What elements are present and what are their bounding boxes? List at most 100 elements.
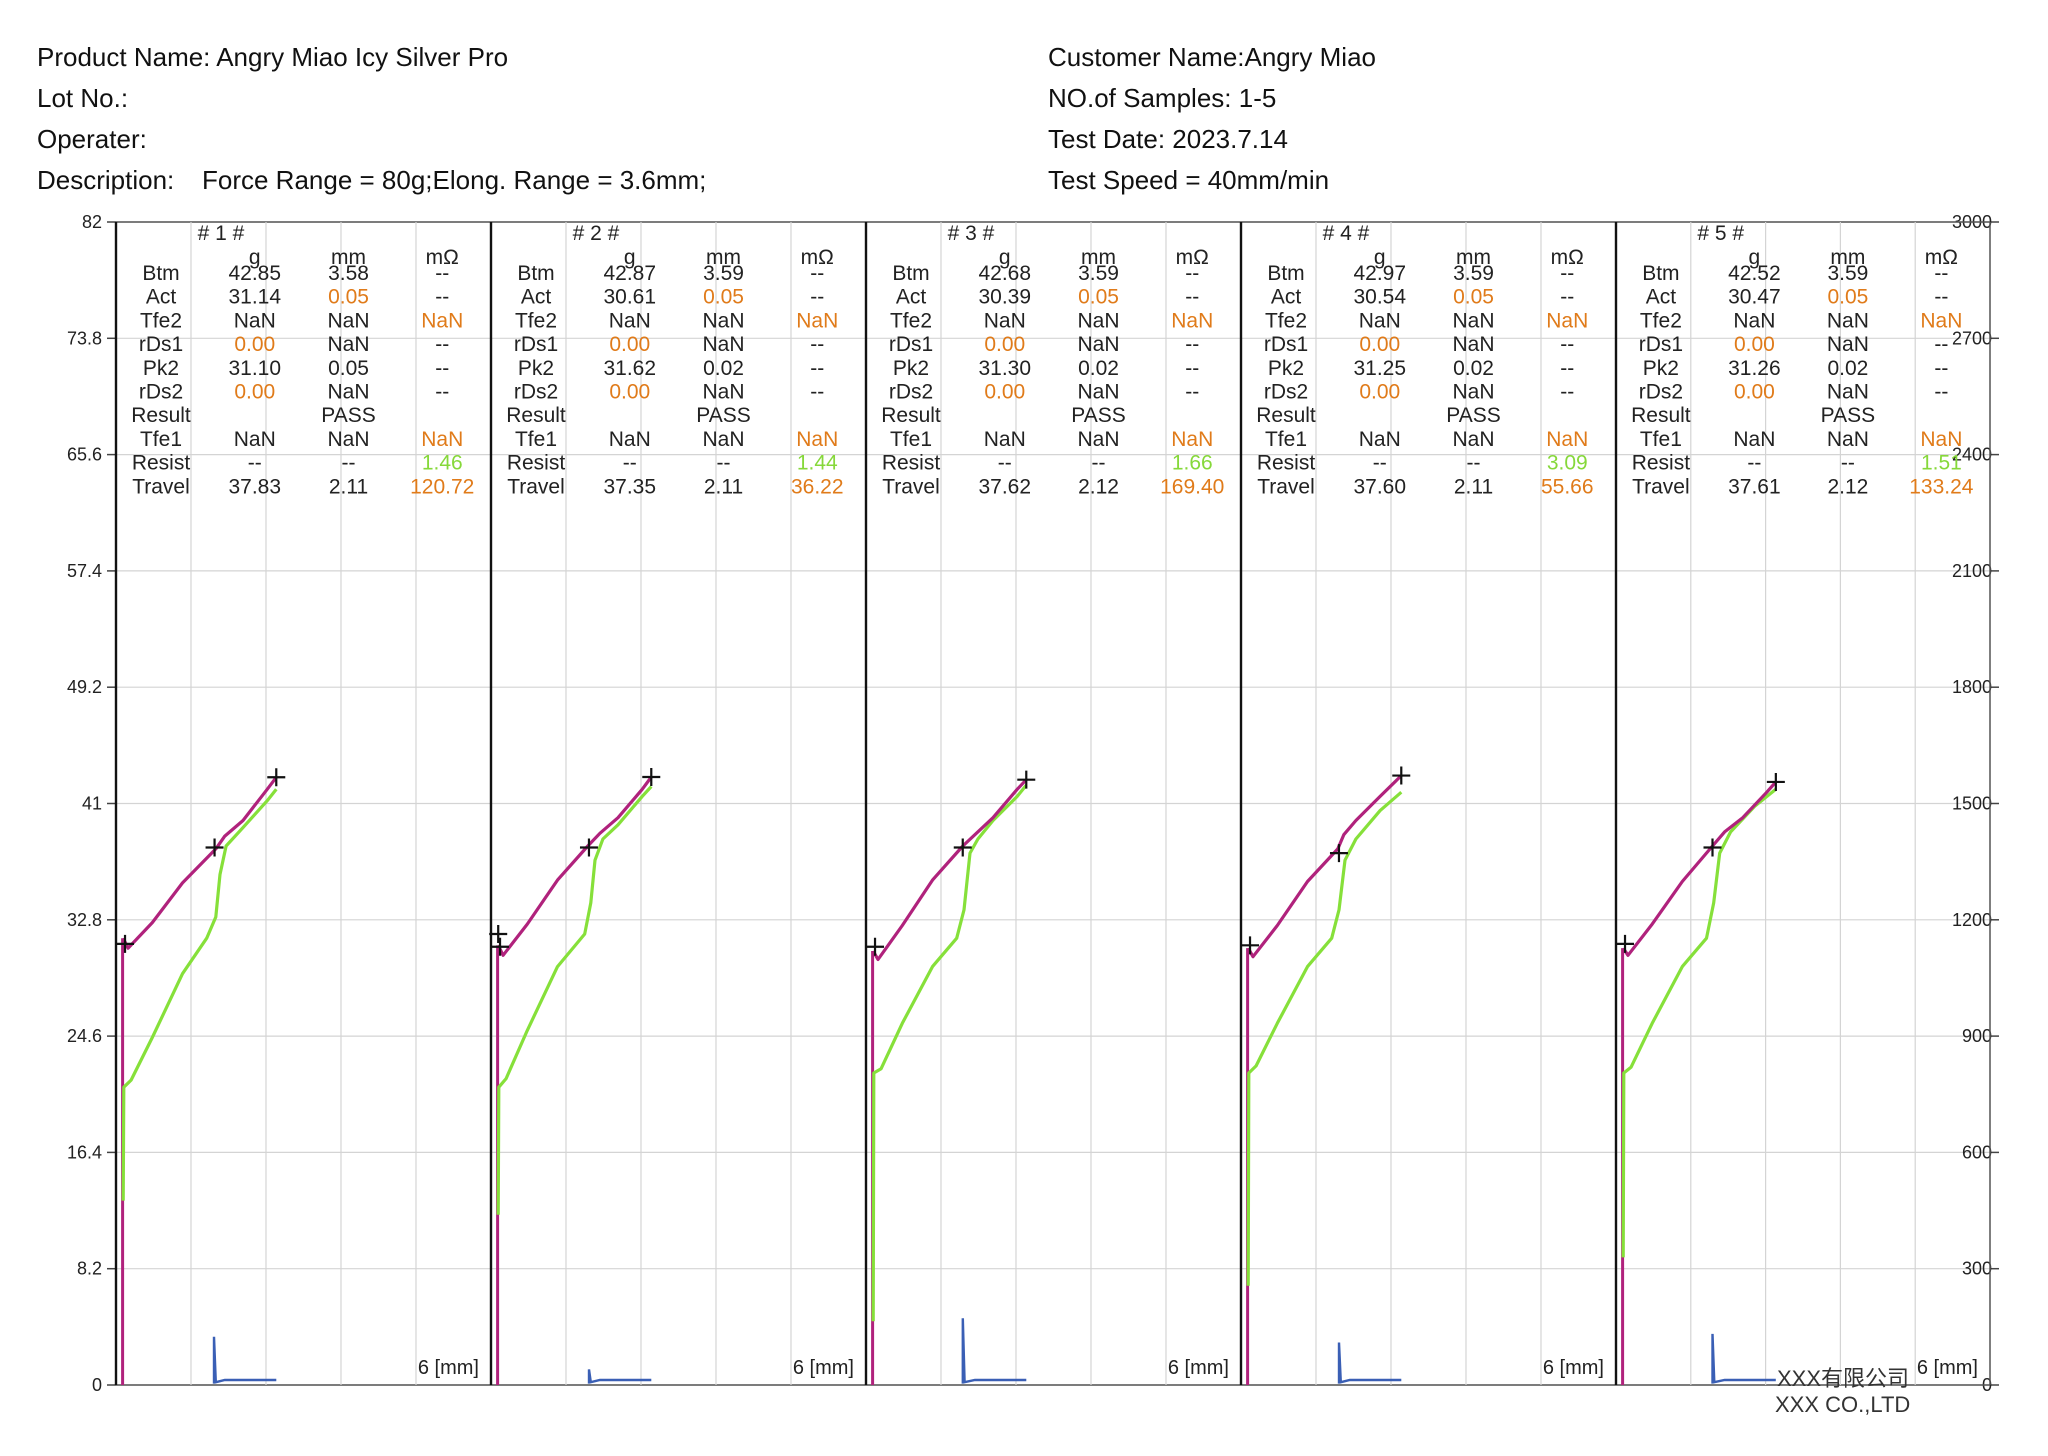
row-label: Resist bbox=[882, 452, 941, 475]
row-label: Act bbox=[1271, 286, 1302, 309]
left-tick-label: 32.8 bbox=[67, 910, 102, 930]
row-label: Result bbox=[131, 404, 191, 427]
cell-value: -- bbox=[435, 286, 449, 309]
sample-panel-4: # 4 #g mm mΩ Btm 42.97 3.59 -- Act 30.54 0.05 -- Tf… bbox=[1239, 222, 1604, 1385]
cell-value: 37.83 bbox=[228, 475, 281, 498]
row-label: Tfe2 bbox=[515, 309, 557, 332]
row-label: Resist bbox=[1257, 452, 1316, 475]
left-tick-label: 73.8 bbox=[67, 328, 102, 348]
cell-value: 0.00 bbox=[1734, 333, 1775, 356]
sample-title: # 1 # bbox=[198, 222, 245, 245]
cell-value: -- bbox=[1560, 333, 1574, 356]
row-label: rDs2 bbox=[889, 381, 933, 404]
cell-value: -- bbox=[1934, 381, 1948, 404]
sample-title: # 3 # bbox=[948, 222, 995, 245]
left-tick-label: 16.4 bbox=[67, 1142, 102, 1162]
row-label: Resist bbox=[1632, 452, 1691, 475]
contact-signal bbox=[961, 1318, 1027, 1384]
cell-value: 0.00 bbox=[1359, 333, 1400, 356]
sample-panel-2: # 2 #g mm mΩ Btm 42.87 3.59 -- Act 30.61 0.05 -- Tf… bbox=[489, 222, 854, 1385]
cell-value: -- bbox=[810, 357, 824, 380]
cell-value: -- bbox=[1934, 262, 1948, 285]
cell-value: PASS bbox=[1446, 404, 1500, 427]
cell-value: NaN bbox=[1920, 428, 1962, 451]
cell-value: NaN bbox=[702, 381, 744, 404]
row-label: Tfe1 bbox=[890, 428, 932, 451]
cell-value: -- bbox=[1185, 333, 1199, 356]
cell-value: -- bbox=[1185, 357, 1199, 380]
right-tick-label: 2100 bbox=[1952, 561, 1992, 581]
cell-value: NaN bbox=[327, 309, 369, 332]
cell-value: 42.97 bbox=[1353, 262, 1406, 285]
cell-value: -- bbox=[810, 286, 824, 309]
column-header: mm bbox=[1830, 246, 1865, 269]
cell-value: -- bbox=[1560, 286, 1574, 309]
cell-value: NaN bbox=[1920, 309, 1962, 332]
cell-value: NaN bbox=[1359, 428, 1401, 451]
cell-value: -- bbox=[1560, 262, 1574, 285]
cell-value: NaN bbox=[1827, 428, 1869, 451]
cell-value: 0.00 bbox=[609, 333, 650, 356]
row-label: Resist bbox=[132, 452, 191, 475]
cell-value: 42.52 bbox=[1728, 262, 1781, 285]
cell-value: 0.00 bbox=[1734, 381, 1775, 404]
cell-value: -- bbox=[1185, 381, 1199, 404]
row-label: Tfe2 bbox=[140, 309, 182, 332]
cell-value: 2.11 bbox=[1454, 475, 1493, 498]
cell-value: 36.22 bbox=[791, 475, 844, 498]
row-label: Pk2 bbox=[143, 357, 179, 380]
contact-signal bbox=[1337, 1342, 1402, 1384]
cell-value: 42.68 bbox=[978, 262, 1031, 285]
cell-value: NaN bbox=[1359, 309, 1401, 332]
cell-value: NaN bbox=[234, 309, 276, 332]
release-curve bbox=[1621, 788, 1777, 1258]
column-header: mΩ bbox=[1176, 246, 1209, 269]
contact-signal bbox=[1711, 1333, 1776, 1384]
point-marker bbox=[1017, 770, 1036, 789]
cell-value: 0.05 bbox=[328, 357, 369, 380]
cell-value: NaN bbox=[234, 428, 276, 451]
cell-value: NaN bbox=[1827, 381, 1869, 404]
column-header: mm bbox=[1456, 246, 1491, 269]
row-label: Pk2 bbox=[893, 357, 929, 380]
column-header: mΩ bbox=[1925, 246, 1958, 269]
column-header: mm bbox=[331, 246, 366, 269]
row-label: Tfe2 bbox=[1640, 309, 1682, 332]
number-of-samples: NO.of Samples: 1-5 bbox=[1048, 83, 1277, 113]
right-tick-label: 2400 bbox=[1952, 445, 1992, 465]
cell-value: NaN bbox=[1452, 333, 1494, 356]
point-marker bbox=[205, 838, 224, 857]
cell-value: -- bbox=[1185, 262, 1199, 285]
row-label: rDs1 bbox=[514, 333, 558, 356]
axes: 82 300 0 73.8 2700 65.6 2400 57.4 2100 49.2 1800 41… bbox=[67, 212, 1999, 1395]
row-label: rDs1 bbox=[889, 333, 933, 356]
test-speed: Test Speed = 40mm/min bbox=[1048, 165, 1330, 195]
cell-value: NaN bbox=[1077, 309, 1119, 332]
row-label: Btm bbox=[1267, 262, 1304, 285]
point-marker bbox=[267, 768, 286, 787]
row-label: Tfe1 bbox=[515, 428, 557, 451]
row-label: Result bbox=[1256, 404, 1316, 427]
left-tick-label: 49.2 bbox=[67, 677, 102, 697]
release-curve bbox=[1246, 790, 1403, 1286]
company-name-en: XXX CO.,LTD bbox=[1775, 1392, 1910, 1417]
point-marker bbox=[1329, 844, 1348, 863]
cell-value: 3.59 bbox=[1453, 262, 1494, 285]
row-label: Act bbox=[146, 286, 177, 309]
cell-value: NaN bbox=[1077, 428, 1119, 451]
cell-value: 133.24 bbox=[1909, 475, 1974, 498]
cell-value: 120.72 bbox=[410, 475, 474, 498]
cell-value: -- bbox=[1934, 357, 1948, 380]
cell-value: -- bbox=[1934, 333, 1948, 356]
left-tick-label: 8.2 bbox=[77, 1259, 102, 1279]
cell-value: NaN bbox=[1077, 381, 1119, 404]
cell-value: -- bbox=[1934, 286, 1948, 309]
cell-value: 3.59 bbox=[703, 262, 744, 285]
cell-value: NaN bbox=[796, 309, 838, 332]
column-header: g bbox=[1374, 246, 1386, 269]
point-marker bbox=[866, 937, 885, 956]
cell-value: 0.00 bbox=[1359, 381, 1400, 404]
sample-panel-5: # 5 #g mm mΩ Btm 42.52 3.59 -- Act 30.47 0.05 -- Tf… bbox=[1614, 222, 1978, 1385]
test-date: Test Date: 2023.7.14 bbox=[1048, 124, 1288, 154]
row-label: Pk2 bbox=[1643, 357, 1679, 380]
